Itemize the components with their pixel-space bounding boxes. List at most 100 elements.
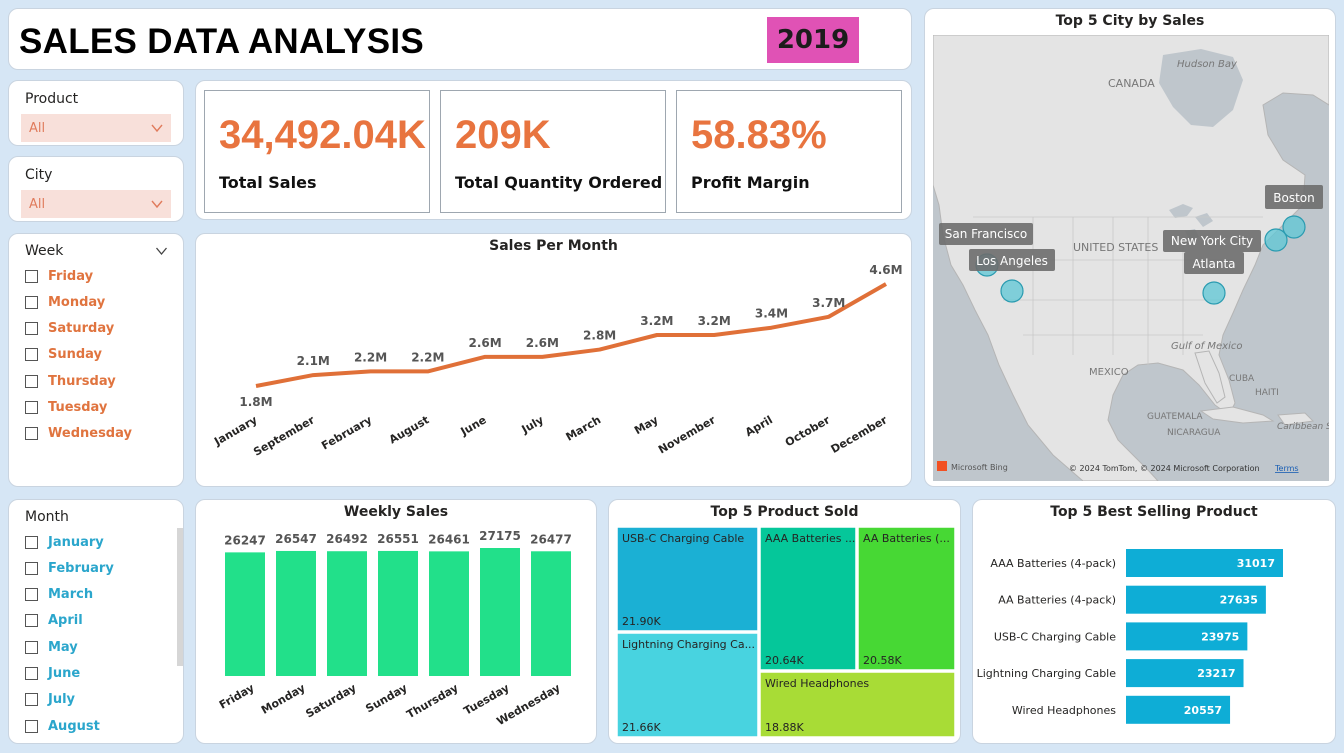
city-map[interactable]: CANADA Hudson Bay UNITED STATES Gulf of …: [933, 35, 1329, 481]
product-bar[interactable]: [1126, 695, 1231, 724]
chevron-down-icon: [151, 200, 163, 209]
slicer-option-label: May: [48, 639, 78, 655]
treemap-tile[interactable]: AAA Batteries ... 20.64K: [759, 526, 857, 671]
checkbox[interactable]: [25, 427, 38, 441]
map-terms-link[interactable]: Terms: [1274, 464, 1299, 473]
weekly-bar[interactable]: [429, 551, 469, 676]
slicer-option[interactable]: Saturday: [25, 319, 114, 339]
y-tick-label: Lightning Charging Cable: [977, 667, 1117, 680]
slicer-option[interactable]: February: [25, 558, 114, 578]
city-slicer-label: City: [25, 167, 53, 183]
checkbox[interactable]: [25, 348, 38, 362]
tile-label: AA Batteries (...: [863, 532, 950, 545]
product-bar[interactable]: [1126, 585, 1266, 614]
month-scrollbar[interactable]: [177, 528, 183, 666]
tile-value: 20.58K: [863, 654, 902, 667]
kpi-value: 58.83%: [691, 113, 827, 157]
checkbox[interactable]: [25, 693, 38, 707]
x-tick-label: September: [251, 413, 317, 459]
slicer-option[interactable]: June: [25, 664, 80, 684]
checkbox[interactable]: [25, 667, 38, 680]
map-label-caribbean: Caribbean Sea: [1277, 422, 1329, 432]
data-label: 2.1M: [297, 354, 330, 368]
data-label: 2.6M: [526, 336, 559, 350]
treemap-tile[interactable]: USB-C Charging Cable 21.90K: [616, 526, 759, 632]
checkbox[interactable]: [25, 561, 38, 575]
checkbox[interactable]: [25, 614, 38, 628]
checkbox[interactable]: [25, 322, 38, 336]
product-bar[interactable]: [1126, 549, 1283, 577]
slicer-option[interactable]: March: [25, 585, 93, 605]
tile-label: AAA Batteries ...: [765, 532, 855, 545]
tile-label: Wired Headphones: [765, 677, 869, 690]
x-tick-label: November: [656, 413, 718, 456]
product-bar[interactable]: [1126, 622, 1248, 651]
kpi-label: Total Quantity Ordered: [455, 173, 663, 192]
product-dropdown[interactable]: All: [21, 114, 171, 142]
slicer-option[interactable]: January: [25, 532, 104, 552]
slicer-option[interactable]: Sunday: [25, 345, 102, 365]
map-label-hudson: Hudson Bay: [1177, 59, 1238, 70]
city-boston[interactable]: Boston: [1265, 185, 1323, 239]
florida: [1194, 350, 1226, 404]
weekly-bar[interactable]: [480, 548, 520, 676]
weekly-bar[interactable]: [531, 551, 571, 676]
x-tick-label: April: [743, 413, 775, 439]
slicer-option-label: Monday: [48, 294, 106, 310]
hudson-bay: [1159, 49, 1243, 127]
x-tick-label: July: [519, 413, 546, 436]
checkbox[interactable]: [25, 588, 38, 602]
chevron-down-icon[interactable]: [155, 245, 168, 257]
slicer-option[interactable]: Wednesday: [25, 424, 132, 444]
slicer-option-label: April: [48, 613, 83, 629]
weekly-bar[interactable]: [327, 551, 367, 676]
tile-value: 18.88K: [765, 721, 804, 734]
map-copyright: © 2024 TomTom, © 2024 Microsoft Corporat…: [1069, 464, 1260, 473]
slicer-option[interactable]: Friday: [25, 266, 93, 286]
checkbox[interactable]: [25, 640, 38, 654]
city-los-angeles[interactable]: Los Angeles: [969, 249, 1055, 303]
slicer-option[interactable]: April: [25, 611, 83, 631]
slicer-option[interactable]: May: [25, 637, 78, 657]
chart-title: Sales Per Month: [489, 238, 618, 254]
kpi-label: Total Sales: [219, 173, 317, 192]
city-label: Boston: [1273, 191, 1314, 205]
checkbox[interactable]: [25, 374, 38, 388]
x-tick-label: August: [387, 413, 431, 446]
treemap-tile[interactable]: Wired Headphones 18.88K: [759, 671, 956, 738]
weekly-bar[interactable]: [276, 550, 316, 676]
x-tick-label: February: [319, 413, 374, 452]
checkbox[interactable]: [25, 535, 38, 549]
map-label-cuba: CUBA: [1229, 374, 1255, 384]
weekly-bar[interactable]: [378, 550, 418, 676]
checkbox[interactable]: [25, 401, 38, 414]
y-tick-label: AAA Batteries (4-pack): [990, 557, 1116, 570]
best-selling-card: Top 5 Best Selling Product 31017 AAA Batt…: [972, 499, 1336, 744]
slicer-option[interactable]: August: [25, 716, 100, 736]
checkbox[interactable]: [25, 269, 38, 283]
checkbox[interactable]: [25, 295, 38, 309]
y-tick-label: AA Batteries (4-pack): [998, 594, 1116, 607]
tile-value: 21.66K: [622, 721, 661, 734]
city-label: New York City: [1171, 234, 1253, 248]
city-new-york[interactable]: New York City: [1163, 228, 1288, 252]
tile-label: Lightning Charging Ca...: [622, 638, 755, 651]
kpi-total-sales: 34,492.04K Total Sales: [204, 90, 430, 213]
weekly-bar[interactable]: [225, 552, 265, 676]
checkbox[interactable]: [25, 719, 38, 733]
month-slicer: Month January February March April May June Ju…: [8, 499, 184, 744]
x-tick-label: January: [211, 413, 259, 448]
treemap-tile[interactable]: Lightning Charging Ca... 21.66K: [616, 632, 759, 738]
city-atlanta[interactable]: Atlanta: [1184, 252, 1244, 305]
slicer-option[interactable]: July: [25, 690, 75, 710]
slicer-option[interactable]: Monday: [25, 292, 105, 312]
slicer-option-label: Thursday: [48, 373, 116, 389]
product-bar[interactable]: [1126, 659, 1244, 688]
map-label-haiti: HAITI: [1255, 388, 1279, 398]
tile-value: 21.90K: [622, 615, 661, 628]
slicer-option[interactable]: Tuesday: [25, 398, 107, 418]
great-lakes: [1169, 204, 1213, 239]
slicer-option[interactable]: Thursday: [25, 371, 116, 391]
city-dropdown[interactable]: All: [21, 190, 171, 218]
treemap-tile[interactable]: AA Batteries (... 20.58K: [857, 526, 956, 671]
